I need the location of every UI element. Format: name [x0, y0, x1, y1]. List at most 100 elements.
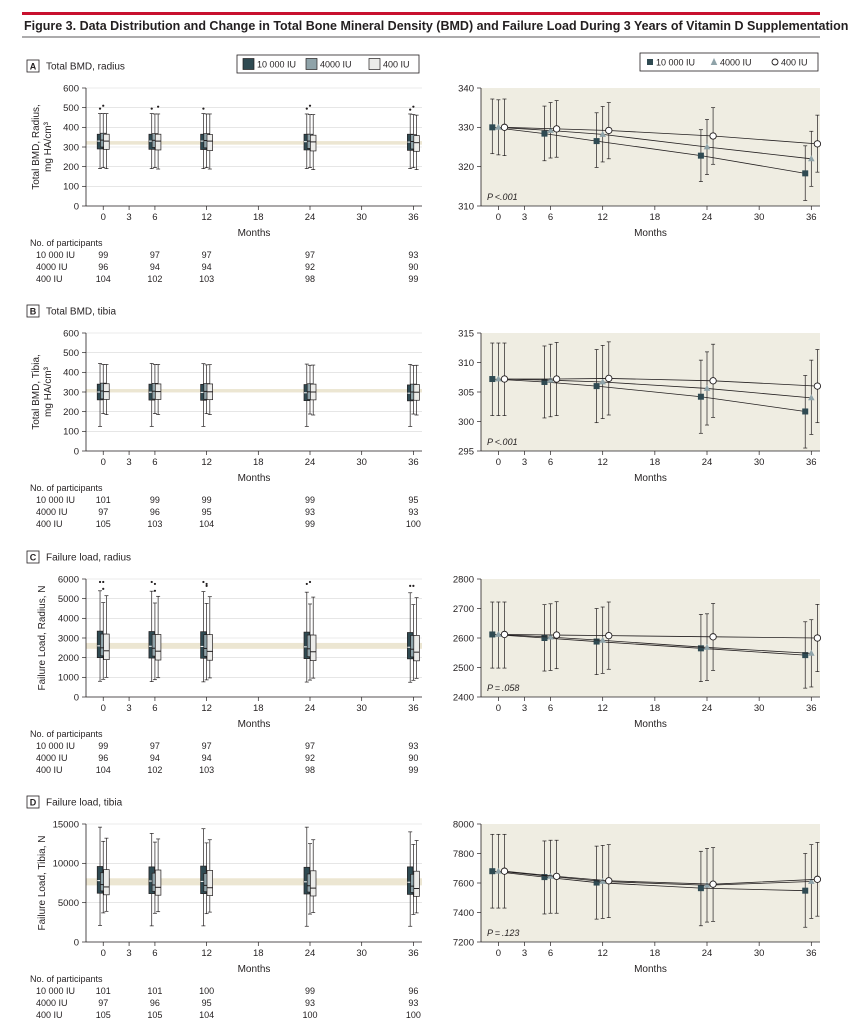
legend-label-4000iu: 4000 IU — [320, 60, 352, 70]
marker-circle — [552, 125, 561, 133]
legend-label: 400 IU — [781, 58, 808, 68]
x-tick-label: 12 — [597, 948, 608, 959]
marker-triangle — [808, 649, 815, 656]
outlier-point — [412, 584, 415, 587]
panel-title: Failure load, tibia — [46, 798, 123, 809]
title-accent-rule — [22, 12, 820, 15]
marker-triangle — [547, 376, 554, 383]
marker-circle — [605, 374, 613, 383]
x-tick-label: 30 — [356, 457, 367, 468]
p-value-label: P = .123 — [487, 928, 519, 938]
x-tick-label: 3 — [522, 703, 527, 714]
x-tick-label: 0 — [496, 703, 501, 714]
outlier-point — [308, 104, 312, 107]
participants-count: 104 — [96, 765, 111, 775]
participants-count: 103 — [199, 765, 214, 775]
x-tick-label: 30 — [754, 212, 765, 223]
marker-circle — [500, 375, 509, 383]
x-tick-label: 24 — [305, 212, 316, 223]
x-tick-label: 6 — [548, 948, 553, 959]
legend-right: 10 000 IU 4000 IU 400 IU — [639, 52, 819, 72]
marker-square — [541, 874, 548, 881]
x-tick-label: 12 — [597, 703, 608, 714]
box-400iu — [154, 634, 162, 661]
y-tick-label: 305 — [458, 387, 474, 398]
y-tick-label: 500 — [63, 348, 79, 359]
x-tick-label: 6 — [152, 948, 157, 959]
participants-group-label: 400 IU — [36, 765, 63, 775]
y-axis-label: mg HA/cm³ — [43, 366, 54, 417]
marker-square — [593, 138, 600, 145]
x-tick-label: 24 — [702, 212, 713, 223]
x-tick-label: 6 — [548, 457, 553, 468]
outlier-point — [102, 104, 105, 107]
legend-label-10000iu: 10 000 IU — [257, 60, 296, 70]
outlier-point — [409, 108, 412, 111]
x-tick-label: 3 — [126, 703, 131, 714]
x-tick-label: 24 — [702, 457, 713, 468]
y-tick-label: 2400 — [453, 692, 474, 703]
x-tick-label: 18 — [650, 948, 661, 959]
x-tick-label: 30 — [754, 457, 765, 468]
x-tick-label: 30 — [754, 703, 765, 714]
participants-count: 96 — [150, 507, 160, 517]
participants-count: 95 — [202, 998, 212, 1008]
x-tick-label: 3 — [126, 457, 131, 468]
marker-circle — [500, 630, 509, 639]
box-400iu — [206, 870, 213, 896]
legend-label: 10 000 IU — [656, 58, 695, 68]
reference-band — [86, 141, 422, 145]
marker-circle — [605, 877, 613, 885]
x-tick-label: 0 — [496, 948, 501, 959]
participants-heading: No. of participants — [30, 729, 103, 739]
y-tick-label: 500 — [63, 103, 79, 114]
y-tick-label: 3000 — [58, 633, 79, 644]
marker-circle — [709, 132, 717, 140]
participants-group-label: 10 000 IU — [36, 741, 75, 751]
y-axis-label-group: Failure Load, Radius, N — [37, 585, 48, 690]
legend-right-frame — [639, 52, 819, 72]
box-400iu — [206, 134, 213, 151]
participants-count: 95 — [202, 507, 212, 517]
box-400iu — [154, 869, 162, 896]
y-tick-label: 2700 — [453, 604, 474, 615]
box-400iu — [310, 134, 317, 152]
participants-group-label: 400 IU — [36, 1010, 63, 1020]
x-tick-label: 18 — [650, 212, 661, 223]
x-tick-label: 18 — [253, 212, 264, 223]
outlier-point — [308, 580, 312, 584]
marker-square — [541, 130, 548, 137]
x-tick-label: 0 — [101, 948, 106, 959]
marker-circle — [605, 126, 613, 135]
participants-count: 96 — [98, 262, 108, 272]
y-tick-label: 1000 — [58, 673, 79, 684]
x-tick-label: 12 — [201, 948, 212, 959]
x-axis-label: Months — [238, 228, 271, 239]
y-tick-label: 0 — [74, 692, 79, 703]
participants-count: 94 — [150, 753, 160, 763]
y-axis-label: mg HA/cm³ — [43, 121, 54, 172]
legend-swatch-4000iu — [305, 58, 318, 70]
participants-count: 105 — [96, 1010, 111, 1020]
x-axis-label: Months — [634, 964, 667, 975]
legend-swatch-400iu — [368, 58, 381, 70]
participants-count: 104 — [199, 519, 214, 529]
marker-circle — [813, 875, 822, 883]
y-tick-label: 7200 — [453, 937, 474, 948]
y-tick-label: 300 — [63, 142, 79, 153]
x-tick-label: 6 — [548, 703, 553, 714]
box-400iu — [413, 870, 420, 897]
marker-square — [802, 887, 809, 894]
marker-triangle — [808, 394, 815, 401]
legend-label-400iu: 400 IU — [383, 60, 410, 70]
y-tick-label: 315 — [458, 328, 474, 339]
marker-triangle — [547, 126, 554, 133]
x-tick-label: 36 — [408, 212, 419, 223]
participants-count: 98 — [305, 274, 315, 284]
y-tick-label: 600 — [63, 83, 79, 94]
y-tick-label: 6000 — [58, 574, 79, 585]
participants-count: 93 — [408, 998, 418, 1008]
participants-count: 99 — [305, 986, 315, 996]
panel-letter-box — [26, 795, 40, 809]
